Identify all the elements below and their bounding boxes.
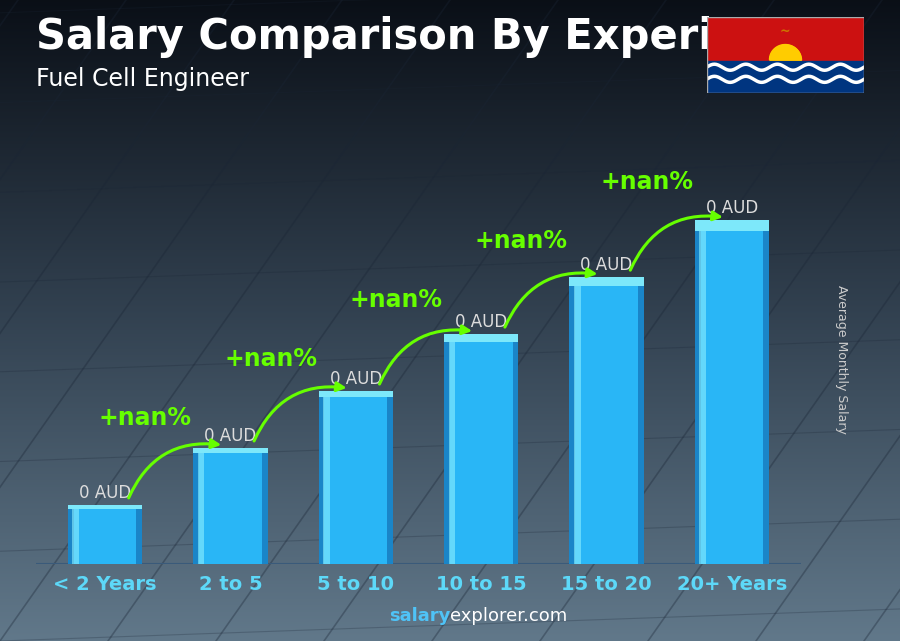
Text: +nan%: +nan% [99,406,192,430]
Bar [574,287,580,564]
Bar [448,342,514,564]
Bar [68,508,74,564]
Bar [695,221,770,231]
Bar [387,397,393,564]
Bar [699,231,706,564]
Bar [706,61,864,93]
Text: 0 AUD: 0 AUD [329,370,382,388]
Text: Fuel Cell Engineer: Fuel Cell Engineer [36,67,249,91]
Bar [198,453,263,564]
Text: explorer.com: explorer.com [450,607,567,625]
Bar [444,334,518,342]
Bar [319,391,393,397]
Text: Salary Comparison By Experience: Salary Comparison By Experience [36,16,824,58]
Bar [68,505,142,508]
Bar [194,448,267,453]
Bar [72,508,79,564]
Polygon shape [770,44,801,60]
Bar [570,277,644,287]
Text: +nan%: +nan% [224,347,317,371]
Text: 0 AUD: 0 AUD [580,256,633,274]
Text: ~: ~ [780,24,790,37]
Text: 0 AUD: 0 AUD [204,427,256,445]
Text: +nan%: +nan% [349,288,443,312]
Bar [638,287,644,564]
Text: 0 AUD: 0 AUD [706,199,758,217]
Bar [262,453,267,564]
Bar [570,287,575,564]
Bar [198,453,204,564]
Text: salary: salary [389,607,450,625]
Text: Average Monthly Salary: Average Monthly Salary [835,285,848,433]
Bar [444,342,450,564]
Bar [323,397,389,564]
Bar [136,508,142,564]
Bar [72,508,138,564]
Bar [695,231,701,564]
Bar [194,453,199,564]
Text: 0 AUD: 0 AUD [455,313,508,331]
Bar [448,342,455,564]
Bar [319,397,324,564]
Text: +nan%: +nan% [600,169,693,194]
Bar [323,397,329,564]
Bar [513,342,518,564]
Bar [763,231,769,564]
Bar [574,287,639,564]
Bar [706,17,864,61]
Bar [699,231,765,564]
Text: 0 AUD: 0 AUD [79,484,131,502]
Text: +nan%: +nan% [475,229,568,253]
